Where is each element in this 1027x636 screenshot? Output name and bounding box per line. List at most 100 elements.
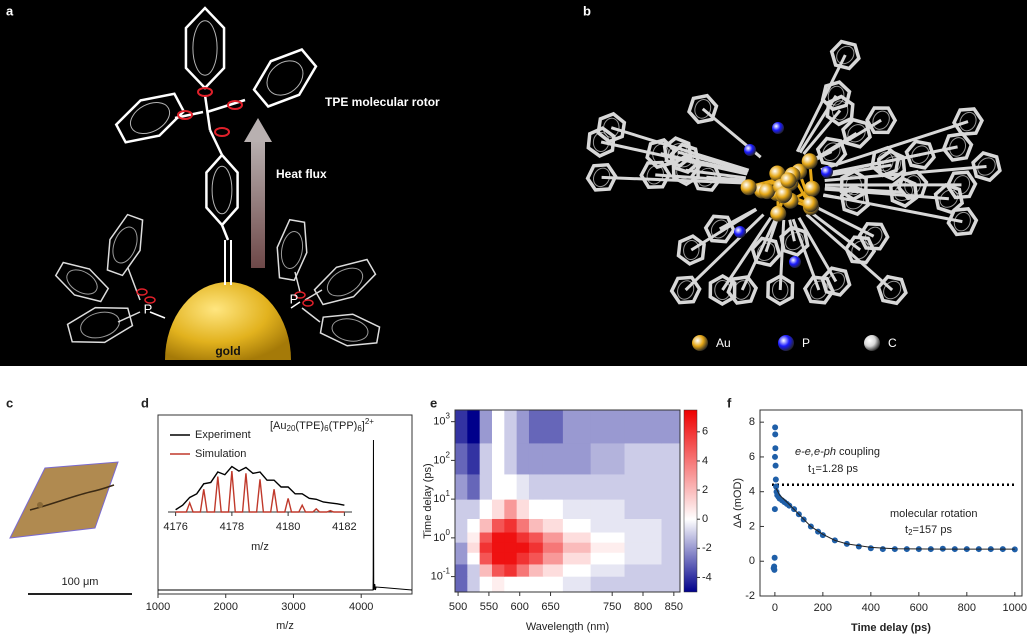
data-point bbox=[772, 445, 779, 452]
tick-exponent: 0 bbox=[446, 528, 451, 537]
y-axis-label: Time delay (ps) bbox=[422, 463, 434, 538]
x-tick-label: 650 bbox=[541, 601, 559, 613]
heat-cell bbox=[491, 499, 505, 519]
ring-inner bbox=[872, 110, 890, 130]
data-point bbox=[1011, 546, 1018, 553]
plot-frame bbox=[759, 409, 1023, 597]
heat-cell bbox=[624, 442, 663, 475]
heat-cell bbox=[479, 410, 493, 444]
tick-base: 10 bbox=[433, 454, 445, 466]
ring-inner bbox=[949, 137, 967, 157]
ring-inner bbox=[280, 230, 304, 270]
heat-arrow-shaft bbox=[251, 140, 265, 268]
bond bbox=[304, 289, 323, 301]
heat-cell bbox=[491, 532, 505, 543]
heat-cell bbox=[467, 542, 481, 553]
heat-cell bbox=[491, 576, 505, 593]
spot bbox=[37, 502, 43, 508]
y-tick-label: 102 bbox=[433, 451, 450, 467]
rotation-marker bbox=[144, 296, 156, 304]
ring-inner bbox=[326, 267, 364, 297]
ring-inner bbox=[847, 124, 866, 143]
heat-cell bbox=[528, 473, 544, 500]
au-atom bbox=[802, 196, 819, 213]
phenyl-ring bbox=[802, 275, 835, 305]
heat-cell bbox=[562, 542, 592, 553]
heat-cell bbox=[491, 473, 505, 500]
phenyl-ring bbox=[708, 273, 737, 307]
heat-cell bbox=[528, 499, 544, 519]
plot-frame bbox=[454, 409, 681, 593]
heat-cell bbox=[504, 442, 518, 475]
phenyl-ring bbox=[319, 313, 381, 347]
bond bbox=[795, 54, 847, 153]
bond bbox=[805, 213, 894, 292]
heat-cell bbox=[590, 552, 626, 565]
data-point bbox=[772, 424, 779, 431]
heat-cell bbox=[455, 542, 468, 553]
heat-cell bbox=[516, 442, 530, 475]
data-point bbox=[771, 554, 778, 561]
heat-cell bbox=[467, 518, 481, 533]
heat-cell bbox=[467, 552, 481, 565]
colorbar-tick-label: 0 bbox=[702, 513, 708, 525]
heat-cell bbox=[624, 563, 663, 577]
heat-cell bbox=[467, 473, 481, 500]
heat-cell bbox=[624, 518, 663, 533]
heat-cell bbox=[542, 518, 564, 533]
bond bbox=[601, 175, 746, 185]
heat-cell bbox=[661, 473, 681, 500]
bond bbox=[684, 156, 748, 175]
heat-cell bbox=[491, 563, 505, 577]
data-point bbox=[879, 546, 886, 553]
heat-cell bbox=[528, 552, 544, 565]
heat-cell bbox=[479, 542, 493, 553]
heat-cell bbox=[516, 552, 530, 565]
rotor-illustration bbox=[54, 6, 381, 360]
heat-cell bbox=[516, 532, 530, 543]
ring-inner bbox=[192, 20, 218, 76]
y-tick-label: 10-1 bbox=[431, 567, 451, 583]
annotation-part: 2 bbox=[908, 528, 913, 537]
heat-cell bbox=[504, 542, 518, 553]
bond bbox=[764, 218, 779, 253]
formula-part: 6 bbox=[357, 424, 362, 433]
colorbar bbox=[683, 409, 698, 593]
phenyl-ring bbox=[952, 107, 984, 137]
ring-inner bbox=[710, 219, 729, 239]
formula-part: 20 bbox=[287, 424, 296, 433]
phenyl-ring bbox=[876, 274, 908, 306]
heat-cell bbox=[624, 473, 663, 500]
ring-inner bbox=[959, 111, 977, 132]
annotation-part: t bbox=[808, 463, 811, 475]
au-atom bbox=[740, 179, 757, 196]
heat-cell bbox=[590, 532, 626, 543]
colorbar-tick-label: 6 bbox=[702, 426, 708, 438]
heat-cell bbox=[661, 542, 681, 553]
data-point bbox=[771, 566, 778, 573]
heat-cell bbox=[562, 532, 592, 543]
plot-frame bbox=[157, 414, 413, 595]
colorbar-tick-label: -4 bbox=[702, 571, 712, 583]
heat-cell bbox=[624, 576, 663, 593]
ring-inner bbox=[266, 60, 304, 96]
heat-cell bbox=[624, 532, 663, 543]
ring-inner bbox=[826, 272, 845, 291]
heat-cell bbox=[467, 563, 481, 577]
heat-cell bbox=[479, 518, 493, 533]
x-tick-label: 400 bbox=[862, 602, 880, 614]
heat-cell bbox=[479, 442, 493, 475]
tick-exponent: 3 bbox=[446, 412, 451, 421]
formula-part: (TPP) bbox=[329, 420, 358, 432]
formula-part: [Au bbox=[270, 420, 287, 432]
p-atom bbox=[734, 226, 746, 238]
heat-cell bbox=[542, 410, 564, 444]
phenyl-ring bbox=[676, 234, 706, 266]
ring-inner bbox=[952, 175, 971, 195]
bond bbox=[684, 213, 765, 292]
heat-cell bbox=[504, 552, 518, 565]
heat-cell bbox=[661, 518, 681, 533]
gold-dome bbox=[165, 282, 291, 360]
y-tick-label: 0 bbox=[749, 555, 755, 567]
